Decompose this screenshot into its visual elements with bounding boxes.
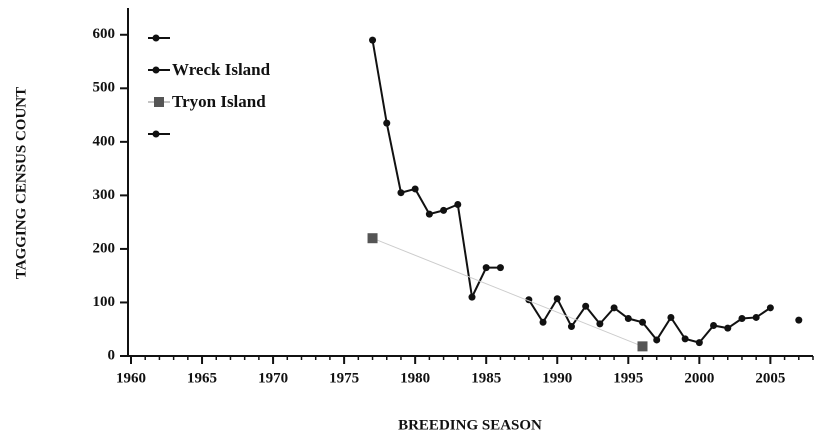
marker bbox=[596, 320, 604, 328]
x-tick-label: 1970 bbox=[258, 370, 288, 386]
x-axis-label: BREEDING SEASON bbox=[398, 417, 542, 433]
y-axis-label: TAGGING CENSUS COUNT bbox=[13, 87, 29, 279]
marker bbox=[667, 313, 675, 321]
y-tick-label: 200 bbox=[93, 240, 116, 256]
marker bbox=[468, 293, 476, 301]
x-tick-label: 1975 bbox=[329, 370, 359, 386]
marker bbox=[610, 304, 618, 312]
marker bbox=[567, 323, 575, 331]
legend-label: Tryon Island bbox=[172, 92, 266, 111]
legend-marker bbox=[152, 130, 160, 138]
x-tick-label: 1980 bbox=[400, 370, 430, 386]
legend-marker bbox=[152, 66, 160, 74]
marker bbox=[482, 264, 490, 272]
legend-marker bbox=[154, 97, 164, 107]
x-tick-label: 1965 bbox=[187, 370, 217, 386]
marker bbox=[766, 304, 774, 312]
marker bbox=[681, 335, 689, 343]
marker bbox=[440, 206, 448, 214]
marker bbox=[710, 321, 718, 329]
y-tick-label: 0 bbox=[108, 347, 116, 363]
marker bbox=[582, 302, 590, 310]
legend-marker bbox=[152, 34, 160, 42]
y-tick-label: 600 bbox=[93, 26, 116, 42]
x-tick-label: 1995 bbox=[613, 370, 643, 386]
marker bbox=[454, 200, 462, 208]
line bbox=[527, 296, 771, 344]
marker bbox=[553, 295, 561, 303]
x-tick-label: 1990 bbox=[542, 370, 572, 386]
marker bbox=[738, 315, 746, 323]
line bbox=[372, 237, 643, 347]
marker bbox=[367, 233, 378, 244]
marker bbox=[653, 336, 661, 344]
marker bbox=[795, 316, 803, 324]
marker bbox=[411, 185, 419, 193]
marker bbox=[539, 318, 547, 326]
marker bbox=[496, 264, 504, 272]
y-tick-label: 500 bbox=[93, 80, 116, 96]
y-tick-label: 400 bbox=[93, 133, 116, 149]
marker bbox=[724, 324, 732, 332]
x-tick-label: 1985 bbox=[471, 370, 501, 386]
marker bbox=[369, 36, 377, 44]
legend-label: Wreck Island bbox=[172, 60, 271, 79]
y-tick-label: 300 bbox=[93, 187, 116, 203]
marker bbox=[425, 210, 433, 218]
y-tick-label: 100 bbox=[93, 294, 116, 310]
marker bbox=[695, 339, 703, 347]
marker bbox=[624, 315, 632, 323]
line bbox=[371, 39, 501, 301]
marker bbox=[752, 313, 760, 321]
marker bbox=[637, 341, 648, 352]
marker bbox=[639, 318, 646, 326]
x-tick-label: 2000 bbox=[684, 370, 714, 386]
marker bbox=[383, 119, 391, 127]
x-tick-label: 1960 bbox=[116, 370, 146, 386]
x-tick-label: 2005 bbox=[755, 370, 785, 386]
marker bbox=[397, 189, 405, 197]
